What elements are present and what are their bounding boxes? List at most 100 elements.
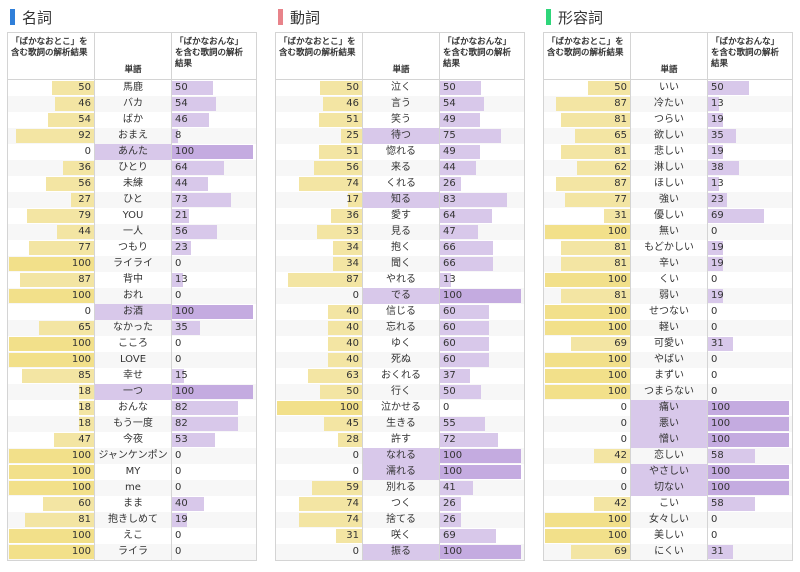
otoko-value: 100 bbox=[607, 322, 627, 333]
otoko-bar bbox=[9, 465, 94, 479]
otoko-bar bbox=[328, 337, 362, 351]
table-row: 0 でる 100 bbox=[276, 288, 524, 304]
otoko-value: 36 bbox=[78, 162, 91, 173]
table-row: 81 つらい 19 bbox=[544, 112, 792, 128]
onna-value: 100 bbox=[443, 290, 463, 301]
word-label: 泣く bbox=[362, 80, 440, 96]
table-row: 31 咲く 69 bbox=[276, 528, 524, 544]
word-label: 無い bbox=[630, 224, 708, 240]
word-label: 笑う bbox=[362, 112, 440, 128]
otoko-bar bbox=[328, 305, 362, 319]
onna-value: 0 bbox=[175, 450, 182, 461]
otoko-value: 100 bbox=[71, 466, 91, 477]
onna-value: 13 bbox=[711, 178, 724, 189]
word-label: こい bbox=[630, 496, 708, 512]
onna-bar bbox=[440, 513, 462, 527]
onna-bar bbox=[708, 193, 727, 207]
onna-bar bbox=[172, 305, 253, 319]
onna-bar bbox=[440, 305, 489, 319]
otoko-bar bbox=[574, 129, 630, 143]
table-row: 81 もどかしい 19 bbox=[544, 240, 792, 256]
otoko-value: 56 bbox=[346, 162, 359, 173]
onna-value: 19 bbox=[711, 290, 724, 301]
otoko-bar bbox=[78, 417, 94, 431]
adjective-table: 「ばかなおとこ」を含む歌詞の解析結果 単語 「ばかなおんな」を含む歌詞の解析結果… bbox=[543, 32, 793, 561]
word-label: まずい bbox=[630, 368, 708, 384]
onna-bar bbox=[440, 257, 494, 271]
word-label: 別れる bbox=[362, 480, 440, 496]
table-row: 77 つもり 23 bbox=[8, 240, 256, 256]
word-label: やさしい bbox=[630, 464, 708, 480]
word-label: ジャンケンポン bbox=[94, 448, 172, 464]
onna-value: 44 bbox=[443, 162, 456, 173]
otoko-bar bbox=[603, 209, 630, 223]
otoko-bar bbox=[318, 113, 362, 127]
onna-value: 60 bbox=[443, 354, 456, 365]
otoko-bar bbox=[319, 81, 362, 95]
onna-value: 66 bbox=[443, 242, 456, 253]
onna-value: 0 bbox=[711, 530, 718, 541]
onna-value: 31 bbox=[711, 338, 724, 349]
otoko-value: 31 bbox=[346, 530, 359, 541]
otoko-bar bbox=[9, 353, 94, 367]
otoko-value: 47 bbox=[78, 434, 91, 445]
onna-bar bbox=[440, 209, 492, 223]
otoko-value: 54 bbox=[78, 114, 91, 125]
table-row: 100 美しい 0 bbox=[544, 528, 792, 544]
otoko-bar bbox=[322, 97, 362, 111]
otoko-value: 77 bbox=[78, 242, 91, 253]
word-label: 今夜 bbox=[94, 432, 172, 448]
onna-value: 0 bbox=[711, 354, 718, 365]
otoko-bar bbox=[561, 241, 630, 255]
word-label: 強い bbox=[630, 192, 708, 208]
onna-value: 50 bbox=[175, 82, 188, 93]
otoko-bar bbox=[48, 113, 94, 127]
otoko-bar bbox=[561, 113, 630, 127]
otoko-value: 0 bbox=[352, 290, 359, 301]
otoko-value: 0 bbox=[84, 306, 91, 317]
otoko-value: 27 bbox=[78, 194, 91, 205]
word-label: バカ bbox=[94, 96, 172, 112]
word-label: でる bbox=[362, 288, 440, 304]
table-row: 100 まずい 0 bbox=[544, 368, 792, 384]
onna-bar bbox=[172, 225, 218, 239]
word-label: なれる bbox=[362, 448, 440, 464]
onna-bar bbox=[172, 209, 189, 223]
otoko-value: 100 bbox=[71, 354, 91, 365]
onna-value: 100 bbox=[443, 450, 463, 461]
onna-value: 83 bbox=[443, 194, 456, 205]
noun-panel-title: 名詞 bbox=[7, 6, 257, 28]
onna-value: 60 bbox=[443, 338, 456, 349]
onna-bar bbox=[440, 193, 508, 207]
onna-bar bbox=[172, 273, 183, 287]
word-label: 弱い bbox=[630, 288, 708, 304]
otoko-bar bbox=[26, 209, 94, 223]
word-label: 美しい bbox=[630, 528, 708, 544]
word-label: つらい bbox=[630, 112, 708, 128]
table-row: 100 MY 0 bbox=[8, 464, 256, 480]
onna-value: 0 bbox=[175, 546, 182, 557]
otoko-value: 81 bbox=[614, 290, 627, 301]
table-row: 50 泣く 50 bbox=[276, 80, 524, 96]
otoko-value: 87 bbox=[614, 178, 627, 189]
word-label: つまらない bbox=[630, 384, 708, 400]
onna-bar bbox=[440, 353, 489, 367]
otoko-value: 60 bbox=[78, 498, 91, 509]
onna-value: 66 bbox=[443, 258, 456, 269]
onna-value: 50 bbox=[443, 386, 456, 397]
word-label: お酒 bbox=[94, 304, 172, 320]
otoko-value: 45 bbox=[346, 418, 359, 429]
onna-value: 69 bbox=[443, 530, 456, 541]
otoko-value: 36 bbox=[346, 210, 359, 221]
onna-value: 82 bbox=[175, 402, 188, 413]
onna-bar bbox=[172, 129, 179, 143]
adjective-onna-header: 「ばかなおんな」を含む歌詞の解析結果 bbox=[711, 37, 780, 69]
otoko-value: 40 bbox=[346, 354, 359, 365]
onna-bar bbox=[172, 433, 215, 447]
otoko-bar bbox=[545, 225, 630, 239]
onna-value: 100 bbox=[711, 466, 731, 477]
word-label: こころ bbox=[94, 336, 172, 352]
verb-word-header: 単語 bbox=[362, 33, 440, 79]
onna-value: 35 bbox=[175, 322, 188, 333]
table-row: 100 ジャンケンポン 0 bbox=[8, 448, 256, 464]
